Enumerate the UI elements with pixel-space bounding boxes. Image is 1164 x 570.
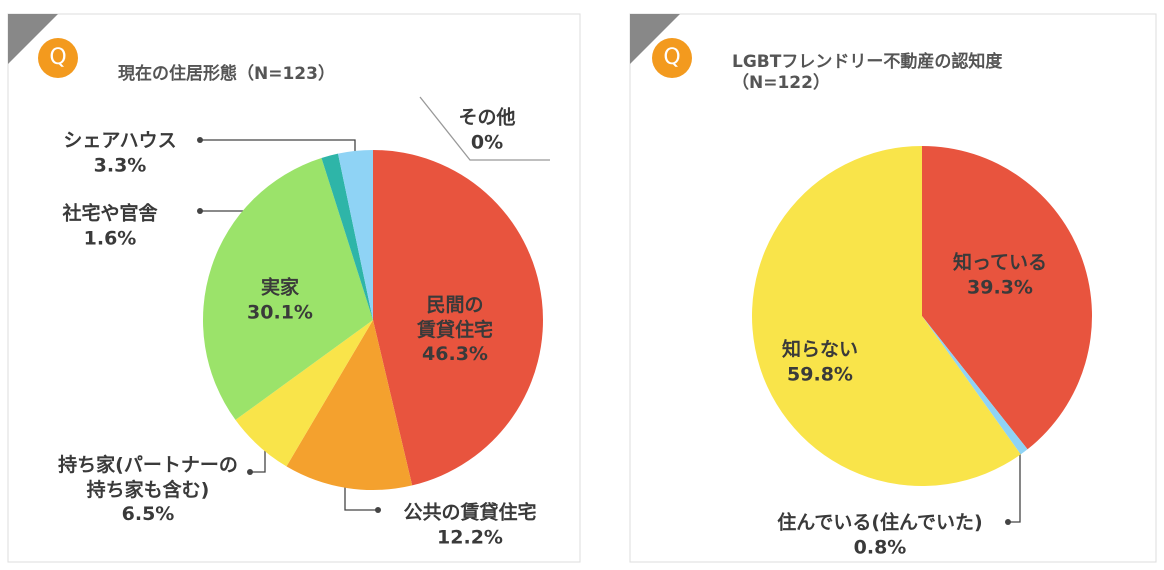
- slice-value: 3.3%: [93, 154, 147, 176]
- pie-slice: [235, 320, 373, 467]
- pie-slice: [286, 320, 413, 490]
- slice-label: 民間の 賃貸住宅 46.3%: [417, 293, 493, 367]
- slice-value: 46.3%: [422, 343, 488, 366]
- slice-value: 30.1%: [247, 301, 313, 323]
- slice-name: 住んでいる(住んでいた): [777, 511, 983, 534]
- slice-label: 知っている 39.3%: [953, 250, 1047, 299]
- chart-title: LGBTフレンドリー不動産の認知度 （N=122）: [732, 52, 1003, 94]
- slice-name: 持ち家(パートナーの 持ち家も含む): [58, 453, 238, 501]
- slice-value: 1.6%: [83, 227, 137, 249]
- slice-name: 社宅や官舎: [62, 202, 158, 225]
- corner: [8, 14, 58, 64]
- slice-value: 0%: [470, 131, 504, 153]
- slice-value: 12.2%: [437, 526, 503, 548]
- corner: [630, 14, 680, 64]
- pie-slice: [373, 150, 544, 486]
- slice-label: 知らない 59.8%: [782, 337, 858, 386]
- slice-label: 公共の賃貸住宅 12.2%: [403, 500, 536, 549]
- badge: Q: [652, 38, 692, 78]
- slice-name: 知らない: [781, 338, 859, 361]
- slice-value: 0.8%: [853, 536, 907, 558]
- pie-slice: [203, 157, 373, 420]
- slice-name: その他: [458, 106, 516, 129]
- slice-value: 39.3%: [967, 276, 1033, 298]
- slice-label: 持ち家(パートナーの 持ち家も含む) 6.5%: [58, 453, 238, 527]
- slice-name: 民間の 賃貸住宅: [416, 293, 494, 341]
- leader-dots: [197, 137, 1011, 525]
- pie-slice: [338, 150, 373, 320]
- pie-slice: [752, 146, 1021, 487]
- slice-name: 知っている: [952, 251, 1048, 274]
- badge: Q: [38, 38, 78, 78]
- pie-slice: [922, 316, 1028, 455]
- pie-slice: [321, 153, 373, 320]
- slice-name: シェアハウス: [63, 129, 177, 152]
- slice-value: 59.8%: [787, 363, 853, 385]
- slice-label: 実家 30.1%: [247, 275, 313, 324]
- slice-label: 社宅や官舎 1.6%: [62, 201, 157, 250]
- slice-label: 住んでいる(住んでいた) 0.8%: [777, 510, 982, 559]
- slice-name: 公共の賃貸住宅: [403, 501, 537, 524]
- chart-title: 現在の住居形態（N=123）: [118, 64, 335, 84]
- slice-name: 実家: [260, 276, 300, 299]
- slice-label: シェアハウス 3.3%: [63, 128, 176, 177]
- slice-value: 6.5%: [121, 503, 175, 526]
- slice-label: その他 0%: [458, 105, 515, 154]
- pie-slice: [922, 146, 1092, 450]
